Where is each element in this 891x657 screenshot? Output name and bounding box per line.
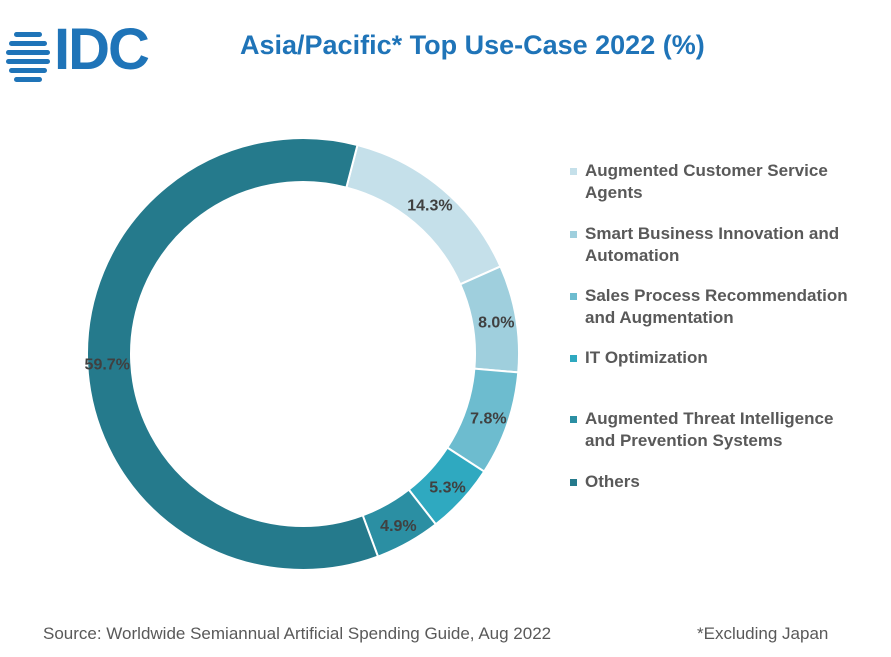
legend-swatch [570, 479, 577, 486]
data-label: 4.9% [380, 518, 416, 535]
legend-item: Others [570, 471, 888, 493]
data-label: 14.3% [407, 198, 452, 215]
globe-icon [6, 32, 50, 82]
idc-logo: IDC [6, 17, 166, 82]
footnote: *Excluding Japan [697, 624, 829, 643]
source-note: Source: Worldwide Semiannual Artificial … [43, 624, 552, 643]
donut-chart: 14.3% 8.0% 7.8% 5.3% 4.9% 59.7% [85, 137, 520, 571]
chart-title: Asia/Pacific* Top Use-Case 2022 (%) [240, 30, 705, 60]
legend-label: Smart Business Innovation and [585, 224, 840, 243]
donut-slice [86, 137, 380, 571]
legend-item: Augmented Customer Service Agents [570, 160, 888, 204]
data-label: 7.8% [470, 411, 506, 428]
legend-label: Augmented Customer Service [585, 161, 828, 180]
data-label: 59.7% [85, 357, 130, 374]
legend-label: and Augmentation [585, 308, 734, 327]
legend-label: IT Optimization [585, 348, 708, 367]
legend-swatch [570, 168, 577, 175]
data-label: 8.0% [478, 315, 514, 332]
legend-label: Agents [585, 183, 643, 202]
legend-item: Sales Process Recommendation and Augment… [570, 285, 888, 329]
data-label: 5.3% [429, 479, 465, 496]
legend-swatch [570, 231, 577, 238]
legend-swatch [570, 355, 577, 362]
legend-label: Sales Process Recommendation [585, 286, 848, 305]
legend-item: IT Optimization [570, 347, 888, 369]
legend-label: Augmented Threat Intelligence [585, 409, 834, 428]
legend-swatch [570, 416, 577, 423]
legend-item: Augmented Threat Intelligence and Preven… [570, 408, 888, 452]
legend-label: Automation [585, 246, 680, 265]
legend-swatch [570, 293, 577, 300]
legend-label: Others [585, 472, 640, 491]
legend-label: and Prevention Systems [585, 431, 783, 450]
legend-item: Smart Business Innovation and Automation [570, 223, 888, 267]
logo-text: IDC [54, 17, 150, 82]
